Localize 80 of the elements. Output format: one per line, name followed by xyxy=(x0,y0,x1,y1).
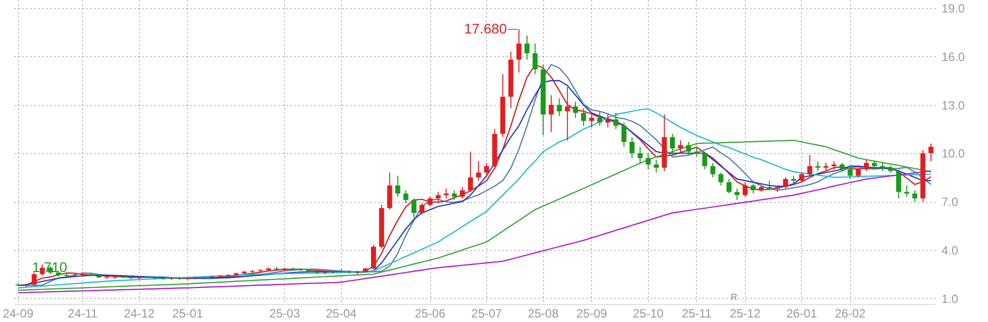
x-tick-label: 26-01 xyxy=(786,306,818,320)
x-tick-label: 24-12 xyxy=(124,306,155,320)
candlestick xyxy=(702,151,708,170)
x-tick-label: 25-10 xyxy=(632,306,664,320)
candlestick xyxy=(864,159,869,172)
candlestick xyxy=(726,178,732,194)
candlestick xyxy=(815,160,820,172)
candlestick xyxy=(572,101,578,118)
candlestick xyxy=(613,112,618,130)
candlestick xyxy=(460,186,465,199)
x-tick-label: 25-03 xyxy=(269,306,300,320)
candlestick xyxy=(912,190,918,202)
candlestick xyxy=(476,160,482,182)
candlestick xyxy=(750,183,756,194)
candlestick xyxy=(848,166,853,180)
candlestick xyxy=(452,190,457,200)
candlestick xyxy=(686,141,692,156)
candlestick xyxy=(605,114,610,128)
candlestick xyxy=(896,168,902,199)
candlestick xyxy=(734,188,740,200)
candlestick xyxy=(444,188,449,199)
x-tick-label: 24-09 xyxy=(2,306,34,320)
candlestick xyxy=(678,140,684,154)
candlestick xyxy=(904,184,910,198)
candlestick xyxy=(799,172,804,183)
candlestick xyxy=(556,98,562,117)
candlestick xyxy=(646,152,651,170)
x-tick-label: 25-07 xyxy=(471,306,502,320)
candlestick xyxy=(766,180,772,191)
candlestick xyxy=(856,167,861,178)
candlestick xyxy=(638,146,643,164)
candlestick xyxy=(403,190,408,204)
candlestick xyxy=(928,143,934,162)
candlestick xyxy=(387,172,392,210)
candlestick xyxy=(718,172,724,186)
candlestick xyxy=(621,122,626,148)
y-tick-label: 4.0 xyxy=(942,243,959,258)
candlestick xyxy=(630,136,635,159)
y-tick-label: 13.0 xyxy=(942,98,966,112)
y-tick-label: 16.0 xyxy=(942,50,966,64)
candlestick xyxy=(654,159,659,174)
x-tick-label: 25-09 xyxy=(576,306,608,320)
candlestick xyxy=(516,28,522,74)
y-tick-label: 7.0 xyxy=(942,195,959,210)
candlestick xyxy=(411,198,416,218)
candlestick xyxy=(564,86,570,141)
x-tick-label: 25-04 xyxy=(326,306,357,320)
annotation: R xyxy=(730,292,738,302)
candlestick xyxy=(589,112,594,128)
candlestick xyxy=(581,108,586,126)
candlestick xyxy=(742,182,748,198)
candlestick xyxy=(524,34,530,60)
line-series xyxy=(17,170,932,294)
x-tick-label: 25-08 xyxy=(528,306,559,320)
candlestick xyxy=(783,176,788,190)
candlestick xyxy=(548,94,554,133)
candlestick xyxy=(532,43,538,75)
annotation: 17.680 xyxy=(464,20,508,36)
y-tick-label: 10.0 xyxy=(942,146,966,161)
x-tick-label: 26-02 xyxy=(834,306,866,320)
candlestick xyxy=(807,154,812,176)
y-tick-label: 19.0 xyxy=(942,2,966,16)
x-tick-label: 25-12 xyxy=(730,306,761,320)
y-tick-label: 1.0 xyxy=(942,292,959,306)
candlestick xyxy=(371,244,376,270)
x-tick-label: 25-06 xyxy=(414,306,446,320)
candlestick xyxy=(428,196,433,207)
candlestick xyxy=(484,162,490,176)
candlestick xyxy=(395,175,400,198)
candlestick xyxy=(694,146,700,157)
candlestick xyxy=(597,110,602,126)
candlestick xyxy=(419,202,424,215)
candlestick xyxy=(710,162,716,178)
candlestick xyxy=(670,133,675,156)
candlestick xyxy=(468,151,473,192)
candlestick xyxy=(436,191,441,202)
x-tick-label: 24-11 xyxy=(68,306,98,320)
line-series xyxy=(17,140,932,291)
x-tick-label: 25-01 xyxy=(172,306,204,320)
x-tick-label: 25-11 xyxy=(682,306,712,320)
